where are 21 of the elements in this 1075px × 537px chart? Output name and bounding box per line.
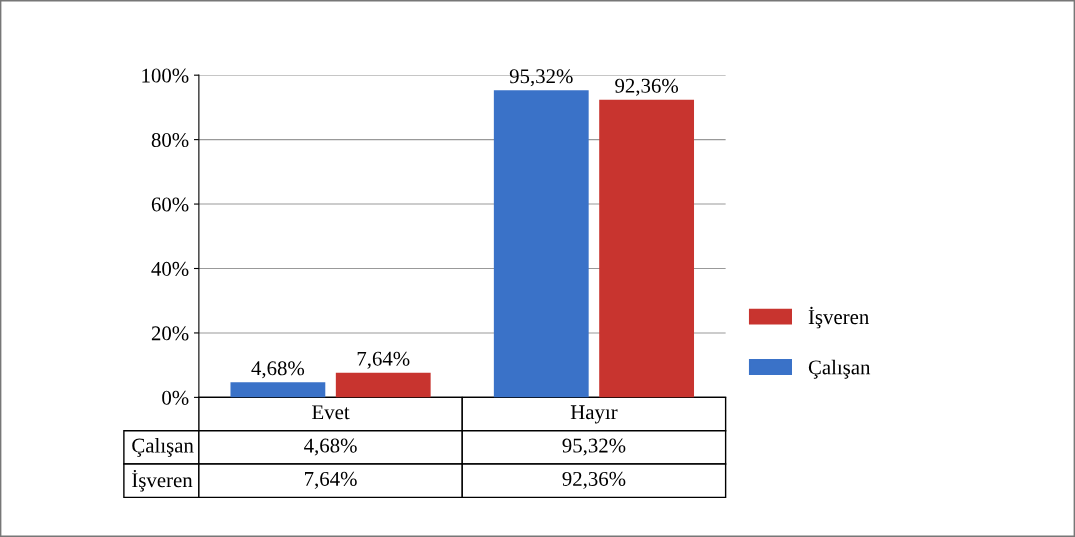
x-tick-label: Hayır — [570, 405, 618, 424]
text: 95,32% — [509, 69, 573, 87]
y-tick-label: 20% — [151, 326, 189, 341]
y-tick-label: 80% — [151, 132, 189, 148]
text: Çalışan — [132, 437, 194, 457]
text: 92,36% — [615, 78, 679, 96]
data-label: 95,32% — [562, 438, 626, 456]
text: İşveren — [132, 469, 193, 492]
y-tick-label: 60% — [151, 197, 189, 212]
text: 4,68% — [251, 361, 305, 379]
data-label: 92,36% — [562, 471, 626, 489]
data-label: 7,64% — [305, 471, 357, 489]
x-tick-label: Evet — [312, 405, 350, 420]
legend-label: Çalışan — [808, 359, 871, 379]
text: 7,64% — [357, 351, 410, 369]
y-tick-label: 100% — [142, 68, 189, 83]
bar — [230, 382, 326, 398]
data-label: 4,68% — [304, 438, 357, 456]
legend-label: İşveren — [808, 306, 869, 329]
y-tick-label: 0% — [162, 390, 189, 405]
y-tick-label: 40% — [151, 261, 189, 276]
